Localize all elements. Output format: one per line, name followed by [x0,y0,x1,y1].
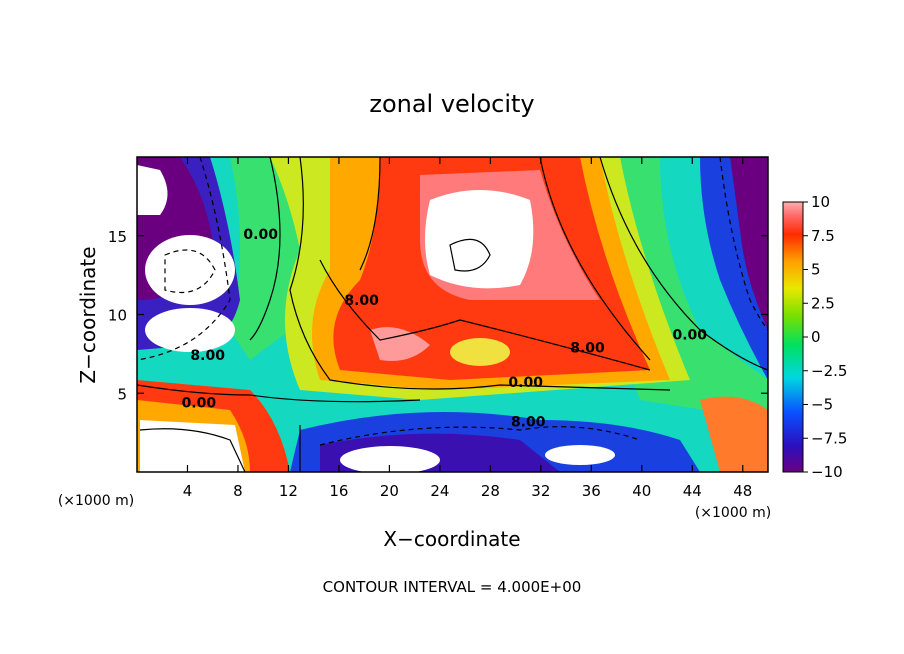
x-tick-label: 48 [733,482,752,500]
colorbar-tick-label: −2.5 [811,362,847,380]
contour-label: 8.00 [190,348,225,364]
contour-label: 0.00 [672,328,707,344]
colorbar-ticks: 10 7.5 5 2.5 0 −2.5 −5 −7.5 −10 [803,193,847,481]
contour-label: 0.00 [243,227,278,243]
chart-title: zonal velocity [369,90,534,118]
x-unit-note: (×1000 m) [58,493,134,509]
contour-label: 0.00 [182,395,217,411]
y-tick-label: 5 [117,385,127,403]
x-tick-label: 36 [582,482,601,500]
colorbar-tick-label: 10 [811,193,830,211]
colorbar-tick-label: 7.5 [811,227,835,245]
colorbar-tick-label: −7.5 [811,429,847,447]
x-axis-ticks: 4 8 12 16 20 24 28 32 36 40 44 48 [183,157,752,500]
colorbar-tick-label: 2.5 [811,294,835,312]
colorbar-tick-label: 0 [811,328,821,346]
x-tick-label: 32 [531,482,550,500]
x-tick-label: 8 [233,482,243,500]
colorbar-tick-label: 5 [811,261,821,279]
y-axis-label: Z−coordinate [76,246,100,383]
contour-label: 8.00 [570,340,605,356]
x-tick-label: 24 [430,482,449,500]
colorbar-tick-label: −5 [811,396,833,414]
contour-interval-note: CONTOUR INTERVAL = 4.000E+00 [323,578,582,596]
colorbar-tick-label: −10 [811,463,843,481]
x-unit-note-right: (×1000 m) [695,505,771,521]
y-tick-label: 10 [108,307,127,325]
contour-labels: 0.00 8.00 8.00 0.00 8.00 0.00 0.00 8.00 [182,227,708,430]
x-tick-label: 28 [481,482,500,500]
y-tick-label: 15 [108,228,127,246]
y-axis-ticks: 5 10 15 [108,228,768,403]
x-tick-label: 20 [380,482,399,500]
contour-label: 8.00 [344,293,379,309]
heatmap-field [137,157,768,472]
x-tick-label: 40 [632,482,651,500]
x-tick-label: 12 [279,482,298,500]
x-tick-label: 44 [683,482,702,500]
colorbar [782,201,804,473]
x-tick-label: 16 [329,482,348,500]
x-tick-label: 4 [183,482,193,500]
contour-label: 8.00 [511,414,546,430]
contour-label: 0.00 [508,375,543,391]
x-axis-label: X−coordinate [383,527,520,551]
